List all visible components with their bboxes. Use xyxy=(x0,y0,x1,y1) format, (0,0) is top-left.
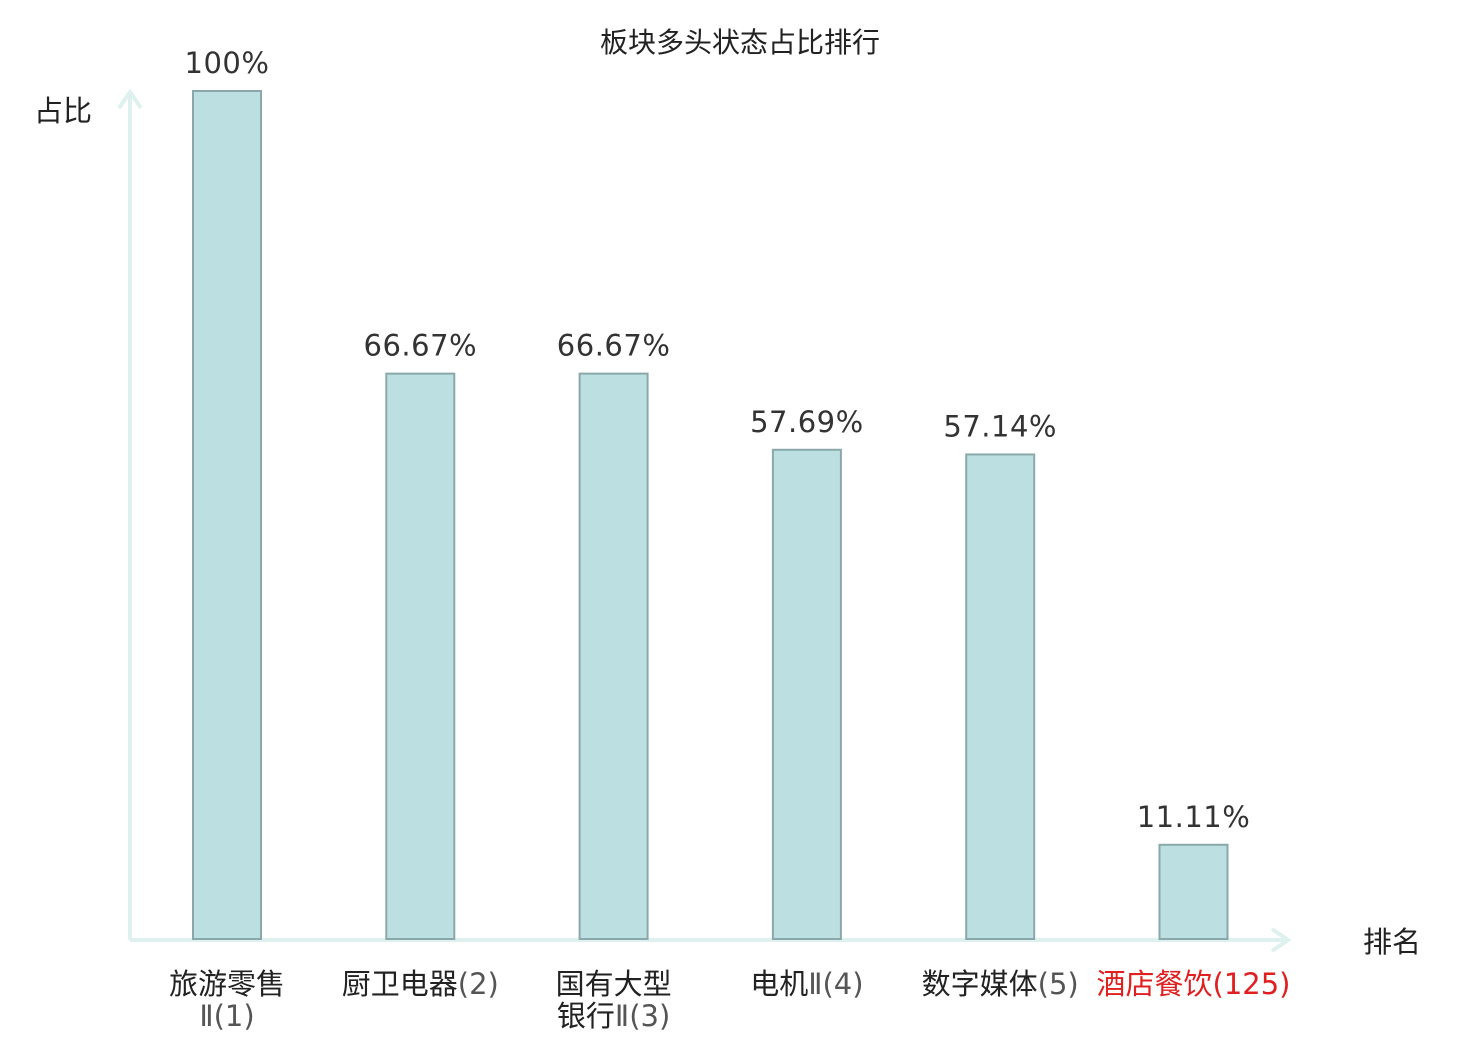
x-axis-label: 排名 xyxy=(1363,925,1421,959)
bar xyxy=(385,372,456,940)
y-axis xyxy=(117,88,143,940)
category-label: Ⅱ(1) xyxy=(199,999,254,1033)
bar-value-label: 100% xyxy=(185,46,270,80)
bar-value-label: 66.67% xyxy=(557,329,671,363)
bar-value-label: 66.67% xyxy=(364,329,478,363)
bar-value-label: 57.14% xyxy=(943,409,1057,443)
category-label: 电机Ⅱ(4) xyxy=(750,967,863,1001)
bar xyxy=(578,372,649,940)
bar xyxy=(771,448,842,940)
bar xyxy=(1158,843,1229,940)
bar xyxy=(965,453,1036,940)
category-label: 酒店餐饮(125) xyxy=(1097,967,1291,1001)
category-label: 数字媒体(5) xyxy=(922,967,1079,1001)
bar-value-label: 11.11% xyxy=(1137,800,1251,834)
x-axis xyxy=(130,927,1292,953)
category-label: 国有大型 xyxy=(556,967,672,1001)
category-label: 厨卫电器(2) xyxy=(342,967,499,1001)
chart-title: 板块多头状态占比排行 xyxy=(600,26,880,59)
bar xyxy=(192,90,262,940)
category-label: 银行Ⅱ(3) xyxy=(557,999,670,1033)
y-axis-label: 占比 xyxy=(34,94,92,128)
bar-value-label: 57.69% xyxy=(750,405,864,439)
category-label: 旅游零售 xyxy=(169,967,285,1001)
